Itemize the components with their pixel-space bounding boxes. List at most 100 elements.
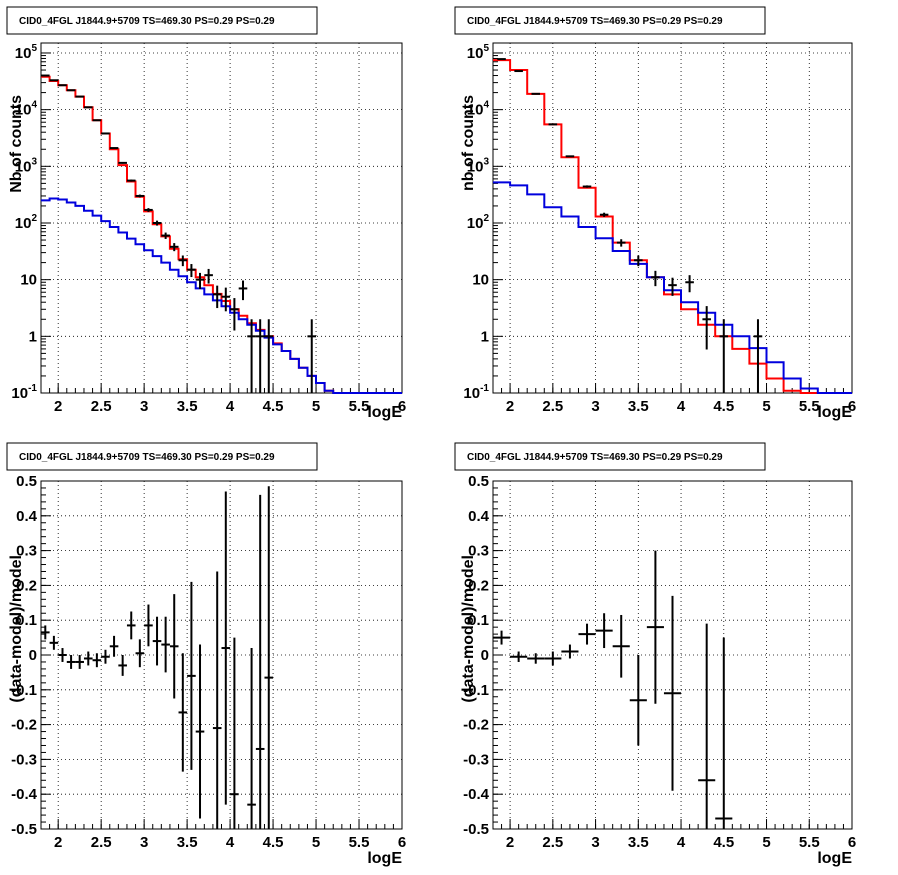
x-axis-label: logE (367, 404, 402, 421)
x-tick-label: 2 (506, 398, 514, 415)
data-point (204, 268, 213, 284)
y-tick-label: -0.4 (11, 786, 38, 803)
x-tick-label: 3.5 (628, 398, 649, 415)
x-tick-label: 5 (312, 398, 320, 415)
plot-frame (492, 42, 853, 394)
data-point (187, 264, 196, 278)
y-tick-label: -0.2 (463, 717, 489, 734)
y-tick-label: 1 (29, 328, 37, 345)
x-tick-label: 6 (398, 834, 406, 851)
residual-point (663, 595, 682, 791)
residual-point (49, 635, 59, 650)
x-tick-label: 2.5 (542, 398, 563, 415)
data-point (161, 232, 170, 239)
residual-point (144, 604, 153, 647)
x-tick-label: 3 (591, 398, 599, 415)
data-point (264, 319, 274, 393)
residual-point (195, 644, 205, 819)
data-point (651, 270, 660, 287)
y-tick-label: 10 (472, 272, 489, 289)
x-tick-label: 3 (140, 834, 148, 851)
data-point (118, 161, 127, 164)
chart-panel-4: CID0_4FGL J1844.9+5709 TS=469.30 PS=0.29… (454, 442, 856, 867)
residual-point (58, 648, 67, 662)
residual-point (41, 625, 50, 640)
data-point (719, 319, 729, 393)
data-point (178, 255, 188, 267)
panel-title-box (454, 6, 766, 35)
x-tick-label: 4 (226, 398, 235, 415)
plot-frame (40, 42, 403, 394)
y-tick-label: 103 (467, 156, 490, 175)
chart-panel-2: CID0_4FGL J1844.9+5709 TS=469.30 PS=0.29… (454, 6, 856, 421)
data-point (685, 275, 694, 293)
data-point (135, 194, 145, 198)
residual-point (264, 486, 274, 829)
x-tick-label: 5 (312, 834, 320, 851)
data-point (307, 319, 317, 393)
residual-point (578, 623, 596, 645)
y-tick-label: -0.1 (11, 682, 37, 699)
y-tick-label: -0.5 (463, 821, 489, 838)
x-tick-label: 2.5 (91, 398, 112, 415)
x-tick-label: 4.5 (263, 834, 284, 851)
residual-point (629, 655, 647, 746)
y-tick-label: -0.3 (11, 751, 37, 768)
x-tick-label: 3.5 (177, 834, 198, 851)
residual-point (715, 637, 733, 829)
data-point (616, 239, 626, 247)
y-tick-label: 0.5 (16, 473, 37, 490)
y-tick-label: 0.1 (468, 612, 489, 629)
residual-point (118, 655, 127, 676)
y-tick-label: 104 (467, 100, 490, 119)
histogram-series-2 (41, 197, 402, 394)
data-point (247, 319, 256, 393)
residual-point (83, 651, 93, 666)
y-tick-label: 102 (15, 213, 38, 232)
y-tick-label: 0.3 (16, 543, 37, 560)
residual-point (178, 653, 188, 772)
data-point (109, 147, 119, 150)
residual-point (561, 644, 579, 659)
y-tick-label: 10-1 (11, 383, 37, 402)
data-point (238, 280, 248, 301)
y-tick-label: 10-1 (463, 383, 489, 402)
data-point (92, 119, 102, 122)
residual-point (646, 550, 664, 704)
residual-point (510, 651, 528, 662)
y-axis-label: nb of counts (460, 95, 477, 191)
residual-point (247, 648, 256, 829)
y-tick-label: -0.5 (11, 821, 37, 838)
y-tick-label: -0.1 (463, 682, 489, 699)
x-tick-label: 4 (677, 834, 686, 851)
y-tick-label: 0 (481, 647, 489, 664)
data-point (195, 272, 205, 290)
data-point (126, 179, 136, 182)
residual-point (169, 594, 179, 699)
data-point (668, 277, 677, 296)
x-axis-label: logE (817, 850, 852, 867)
x-tick-label: 2.5 (542, 834, 563, 851)
panel-title-box (6, 6, 318, 35)
x-tick-label: 3 (591, 834, 599, 851)
y-tick-label: 105 (467, 43, 490, 62)
residual-point (230, 637, 239, 829)
y-tick-label: 0.1 (16, 612, 37, 629)
x-tick-label: 2.5 (91, 834, 112, 851)
x-tick-label: 6 (848, 834, 856, 851)
data-point (548, 123, 558, 126)
y-tick-label: 0.2 (468, 577, 489, 594)
x-tick-label: 6 (848, 398, 856, 415)
residual-point (75, 655, 84, 669)
x-axis-label: logE (367, 850, 402, 867)
y-tick-label: 0.4 (16, 508, 38, 525)
residual-point (109, 635, 119, 657)
x-tick-label: 5.5 (349, 398, 370, 415)
y-tick-label: 105 (15, 43, 38, 62)
y-tick-label: -0.2 (11, 717, 37, 734)
data-point (212, 285, 222, 309)
x-tick-label: 2 (506, 834, 514, 851)
histogram-series-2 (493, 181, 852, 394)
data-point (169, 243, 179, 252)
residual-point (126, 611, 136, 640)
